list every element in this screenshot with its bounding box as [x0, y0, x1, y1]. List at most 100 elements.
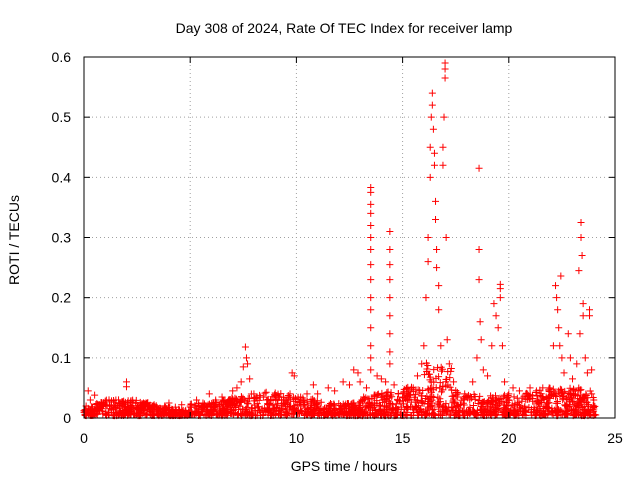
data-point — [252, 394, 260, 402]
data-point — [555, 324, 563, 332]
data-point — [447, 365, 455, 373]
data-point — [470, 390, 478, 398]
data-point — [118, 398, 126, 406]
data-point — [367, 324, 375, 332]
data-point — [366, 400, 374, 408]
data-point — [452, 391, 460, 399]
data-point — [367, 200, 375, 208]
data-point — [433, 264, 441, 272]
data-point — [566, 354, 574, 362]
data-point — [218, 393, 226, 401]
data-point — [475, 164, 483, 172]
data-point — [545, 387, 553, 395]
data-point — [566, 384, 574, 392]
data-point — [366, 410, 374, 418]
y-tick-label: 0 — [63, 410, 71, 426]
data-point — [426, 143, 434, 151]
data-point — [424, 395, 432, 403]
data-point — [120, 411, 128, 419]
data-point — [585, 401, 593, 409]
data-point — [155, 405, 163, 413]
data-point — [486, 402, 494, 410]
data-point — [542, 393, 550, 401]
data-point — [314, 390, 322, 398]
data-point — [464, 391, 472, 399]
y-tick-label: 0.1 — [52, 350, 72, 366]
data-point — [556, 385, 564, 393]
data-point — [418, 360, 426, 368]
data-point — [584, 394, 592, 402]
x-tick-label: 5 — [186, 430, 194, 446]
data-point — [343, 411, 351, 419]
data-point — [564, 405, 572, 413]
data-point — [386, 276, 394, 284]
data-point — [519, 405, 527, 413]
data-point — [374, 390, 382, 398]
x-tick-label: 0 — [80, 430, 88, 446]
data-point — [386, 330, 394, 338]
data-point — [476, 405, 484, 413]
data-point — [469, 402, 477, 410]
data-point — [229, 387, 237, 395]
data-point — [428, 401, 436, 409]
data-point — [518, 394, 526, 402]
data-point — [378, 389, 386, 397]
data-point — [98, 405, 106, 413]
data-point — [224, 409, 232, 417]
data-point — [228, 407, 236, 415]
y-tick-label: 0.6 — [52, 49, 72, 65]
data-point — [381, 395, 389, 403]
data-point — [239, 405, 247, 413]
data-point — [222, 399, 230, 407]
data-point — [81, 410, 89, 418]
data-point — [491, 408, 499, 416]
data-point — [386, 261, 394, 269]
data-point — [414, 386, 422, 394]
data-point — [160, 410, 168, 418]
data-point — [455, 408, 463, 416]
data-point — [545, 399, 553, 407]
data-point — [436, 401, 444, 409]
data-point — [156, 410, 164, 418]
data-point — [436, 395, 444, 403]
data-point — [477, 411, 485, 419]
data-point — [94, 401, 102, 409]
data-point — [553, 398, 561, 406]
data-point — [367, 221, 375, 229]
data-point — [448, 407, 456, 415]
data-point — [168, 407, 176, 415]
data-point — [436, 379, 444, 387]
data-point — [426, 384, 434, 392]
data-point — [91, 391, 99, 399]
data-point — [433, 246, 441, 254]
data-point — [386, 360, 394, 368]
data-point — [213, 411, 221, 419]
data-point — [257, 408, 265, 416]
data-point — [553, 294, 561, 302]
data-point — [445, 411, 453, 419]
data-point — [543, 395, 551, 403]
data-point — [534, 396, 542, 404]
data-point — [536, 402, 544, 410]
data-point — [525, 404, 533, 412]
data-point — [228, 394, 236, 402]
data-point — [309, 395, 317, 403]
data-point — [385, 394, 393, 402]
data-point — [326, 400, 334, 408]
data-point — [549, 342, 557, 350]
data-point — [557, 272, 565, 280]
data-point — [456, 400, 464, 408]
data-point — [142, 400, 150, 408]
data-point — [330, 400, 338, 408]
data-point — [362, 394, 370, 402]
data-point — [445, 360, 453, 368]
data-point — [208, 399, 216, 407]
data-point — [494, 324, 502, 332]
data-point — [441, 59, 449, 67]
data-point — [251, 407, 259, 415]
data-point — [522, 408, 530, 416]
data-point — [164, 408, 172, 416]
y-tick-label: 0.2 — [52, 290, 72, 306]
data-point — [543, 404, 551, 412]
data-point — [300, 400, 308, 408]
